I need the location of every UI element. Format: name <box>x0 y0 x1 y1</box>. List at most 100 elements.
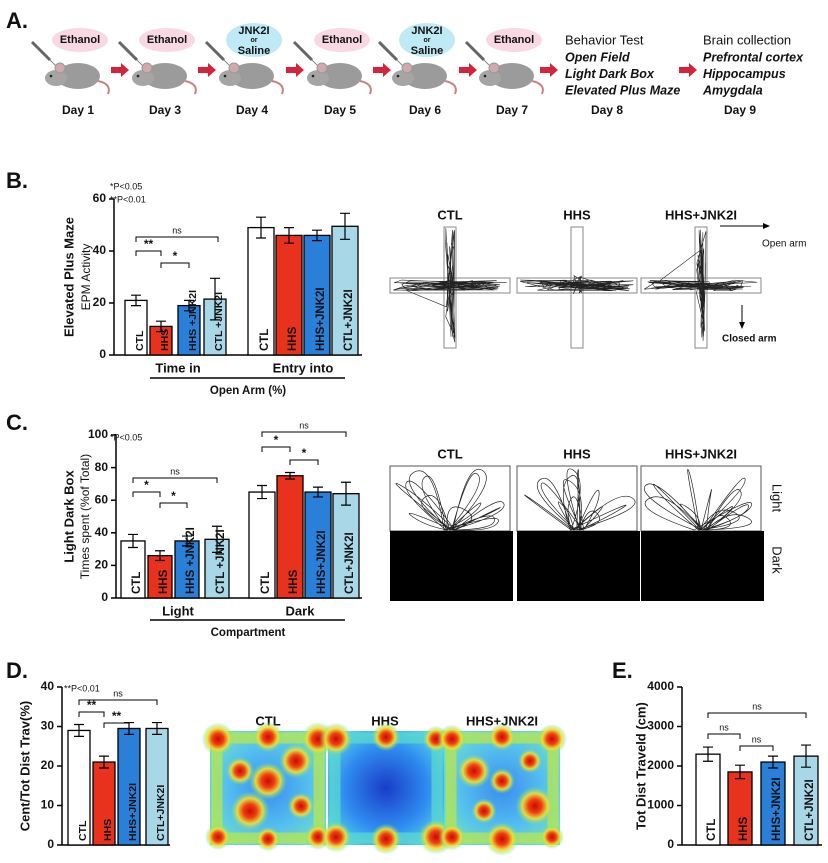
needle <box>223 59 231 67</box>
bar <box>695 753 721 846</box>
significance-bracket <box>135 250 162 256</box>
significance-bracket <box>78 699 158 705</box>
group-axis-label: Open Arm (%) <box>210 385 286 397</box>
heatmap-spot <box>287 792 315 820</box>
panel-letter: E. <box>612 658 633 683</box>
timeline-arrow <box>540 63 558 77</box>
mouse-ear <box>401 62 413 74</box>
heatmap-spot <box>320 821 352 853</box>
mouse-ear <box>54 62 66 74</box>
timeline-arrow <box>286 63 304 77</box>
mouse-head <box>392 70 414 86</box>
y-tick-label: 60 <box>93 191 107 205</box>
error-bar <box>155 550 165 562</box>
y-tick-label: 0 <box>101 590 108 604</box>
error-bar <box>284 227 294 244</box>
heatmap-spot <box>539 824 565 850</box>
heatmap-spot <box>278 743 314 779</box>
image-label: HHS+JNK2I <box>665 207 737 222</box>
heatmap-spot <box>201 722 235 756</box>
y-tick-label: 4000 <box>647 679 674 693</box>
significance-bracket <box>78 711 105 717</box>
heatmap-spot <box>370 823 402 855</box>
bar <box>120 540 146 599</box>
error-bar <box>340 212 350 240</box>
mouse-eye <box>396 74 400 78</box>
day-label: Day 8 <box>591 103 623 117</box>
stage-item: Elevated Plus Maze <box>565 83 680 97</box>
bar <box>727 771 753 846</box>
bar-label: HHS <box>288 569 300 594</box>
timeline-arrow <box>111 63 129 77</box>
significance-bracket <box>159 502 188 508</box>
heatmap-spot <box>485 822 519 856</box>
y-tick-label: 0 <box>667 837 674 851</box>
mouse-tail <box>531 80 544 95</box>
needle <box>136 59 144 67</box>
image-label: CTL <box>437 207 462 222</box>
error-bar <box>210 277 220 321</box>
dark-box <box>517 531 640 601</box>
y-axis-label: Tot Dist Traveld (cm) <box>633 702 648 830</box>
significance-label: ns <box>172 225 182 235</box>
heatmap-spot <box>204 823 232 851</box>
significance-bracket <box>132 477 218 483</box>
bar <box>247 226 275 356</box>
y-tick-label: 0 <box>99 347 106 361</box>
timeline-arrow <box>373 63 391 77</box>
mouse-tail <box>271 80 284 95</box>
image-label: HHS <box>563 207 591 222</box>
significance-bracket <box>135 236 219 242</box>
day-label: Day 5 <box>324 103 356 117</box>
mouse-body <box>490 63 534 89</box>
syringe <box>377 40 399 62</box>
mouse-head <box>479 70 501 86</box>
mouse-tail <box>444 80 457 95</box>
significance-label: ns <box>299 420 309 430</box>
stage-title: Behavior Test <box>565 32 644 47</box>
heatmap-spot <box>456 753 492 789</box>
error-bar <box>128 533 138 549</box>
significance-bracket <box>132 491 161 497</box>
significance-label: ns <box>113 688 123 698</box>
light-box <box>640 465 762 532</box>
significance-bracket <box>289 459 319 465</box>
mouse-ear <box>228 62 240 74</box>
note-arrow-head <box>739 322 745 329</box>
bar-label: HHS <box>102 819 114 841</box>
mouse-tail <box>359 80 372 95</box>
treatment-label: Ethanol <box>60 34 100 46</box>
treatment-label: Ethanol <box>494 34 534 46</box>
bar-label: HHS +JNK2I <box>187 290 199 351</box>
stage-item: Amygdala <box>702 83 763 97</box>
heatmap-spot <box>255 826 281 852</box>
heatmap-spot <box>489 768 515 794</box>
bar-label: CTL +JNK2I <box>215 529 227 594</box>
mouse-body <box>230 63 274 89</box>
heatmap-spot <box>248 761 288 801</box>
stage-item: Light Dark Box <box>565 67 655 81</box>
bar-label: CTL <box>260 572 272 594</box>
error-bar <box>131 294 141 307</box>
stage-item: Open Field <box>565 50 630 64</box>
y-tick-label: 100 <box>88 427 108 441</box>
heatmap-spot <box>515 786 555 826</box>
significance-label: * <box>173 249 178 263</box>
bar-label: HHS <box>287 326 299 351</box>
heatmap-spot <box>517 748 543 774</box>
error-bar <box>256 216 266 239</box>
error-bar <box>312 229 322 242</box>
bar <box>793 755 819 846</box>
y-tick-label: 40 <box>93 243 107 257</box>
heatmap-spot <box>536 723 568 755</box>
significance-label: * <box>274 433 279 447</box>
mouse-eye <box>483 74 487 78</box>
significance-label: ** <box>87 698 97 712</box>
y-axis-label: Cent/Tot Dist Trav(%) <box>17 701 32 832</box>
y-axis-label: Times spent (%of Total) <box>78 454 92 579</box>
group-label: Entry into <box>273 360 334 375</box>
error-bar <box>285 471 295 480</box>
mouse-eye <box>311 74 315 78</box>
significance-bracket <box>739 745 774 751</box>
